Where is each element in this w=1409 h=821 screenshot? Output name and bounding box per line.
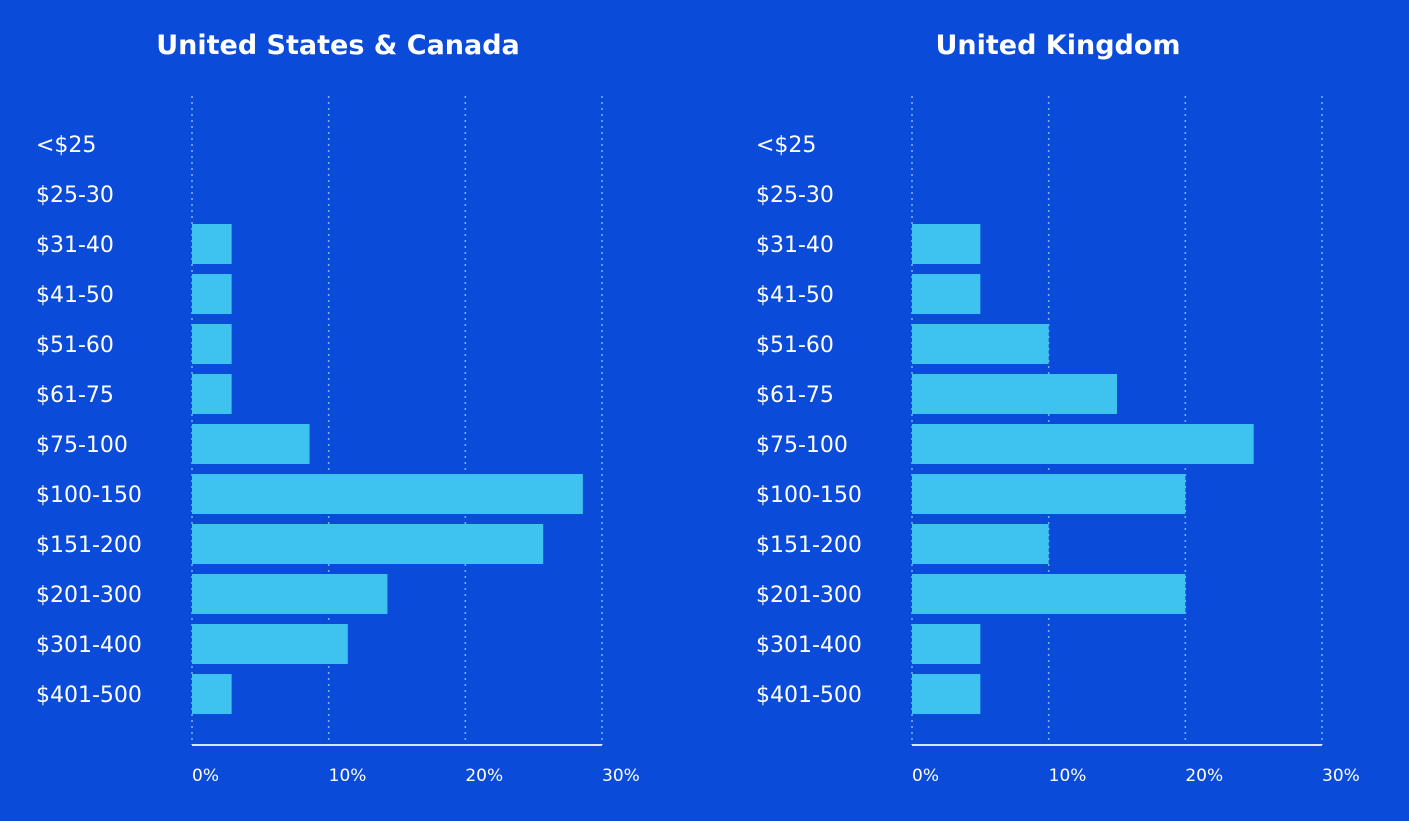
category-label: $100-150 <box>36 483 142 508</box>
category-label: $201-300 <box>36 583 142 608</box>
bar <box>192 224 232 264</box>
bar <box>192 574 388 614</box>
category-label: $301-400 <box>756 633 862 658</box>
bar <box>192 524 544 564</box>
bar <box>912 524 1049 564</box>
x-tick-label: 0% <box>912 766 939 786</box>
x-tick-label: 20% <box>1185 766 1223 786</box>
category-label: $61-75 <box>36 383 114 408</box>
x-tick-label: 10% <box>329 766 367 786</box>
category-label: $51-60 <box>36 333 114 358</box>
chart-title: United States & Canada <box>156 30 520 61</box>
category-label: $301-400 <box>36 633 142 658</box>
bar <box>912 624 981 664</box>
category-label: $41-50 <box>36 283 114 308</box>
bar <box>912 274 981 314</box>
bar <box>912 224 981 264</box>
bar <box>912 424 1254 464</box>
x-tick-label: 10% <box>1049 766 1087 786</box>
bar <box>912 674 981 714</box>
category-label: $61-75 <box>756 383 834 408</box>
chart-panel-uk: United Kingdom 0% 10% 20% 30% <$25 $25-30 $31-4… <box>756 30 1360 786</box>
x-tick-label: 30% <box>1322 766 1360 786</box>
bar <box>912 374 1117 414</box>
category-label: $31-40 <box>756 233 834 258</box>
bar <box>192 324 232 364</box>
category-label: $75-100 <box>756 433 848 458</box>
x-tick-label: 0% <box>192 766 219 786</box>
category-label: $75-100 <box>36 433 128 458</box>
category-label: $401-500 <box>36 683 142 708</box>
category-label: <$25 <box>36 133 96 158</box>
category-label: $151-200 <box>36 533 142 558</box>
category-label: $25-30 <box>756 183 834 208</box>
bar <box>192 424 310 464</box>
bar <box>192 674 232 714</box>
bar <box>912 474 1186 514</box>
bar <box>192 374 232 414</box>
x-tick-label: 20% <box>465 766 503 786</box>
category-label: $31-40 <box>36 233 114 258</box>
category-label: $401-500 <box>756 683 862 708</box>
x-tick-label: 30% <box>602 766 640 786</box>
category-label: $100-150 <box>756 483 862 508</box>
category-label: $25-30 <box>36 183 114 208</box>
category-label: <$25 <box>756 133 816 158</box>
category-label: $41-50 <box>756 283 834 308</box>
category-label: $201-300 <box>756 583 862 608</box>
bar <box>192 274 232 314</box>
bar <box>192 474 583 514</box>
category-label: $51-60 <box>756 333 834 358</box>
bar <box>912 574 1186 614</box>
chart-title: United Kingdom <box>935 30 1180 61</box>
bar <box>912 324 1049 364</box>
category-label: $151-200 <box>756 533 862 558</box>
chart-panel-us-canada: United States & Canada 0% 10% 20% 30% <$25 $25… <box>36 30 640 786</box>
bar <box>192 624 348 664</box>
